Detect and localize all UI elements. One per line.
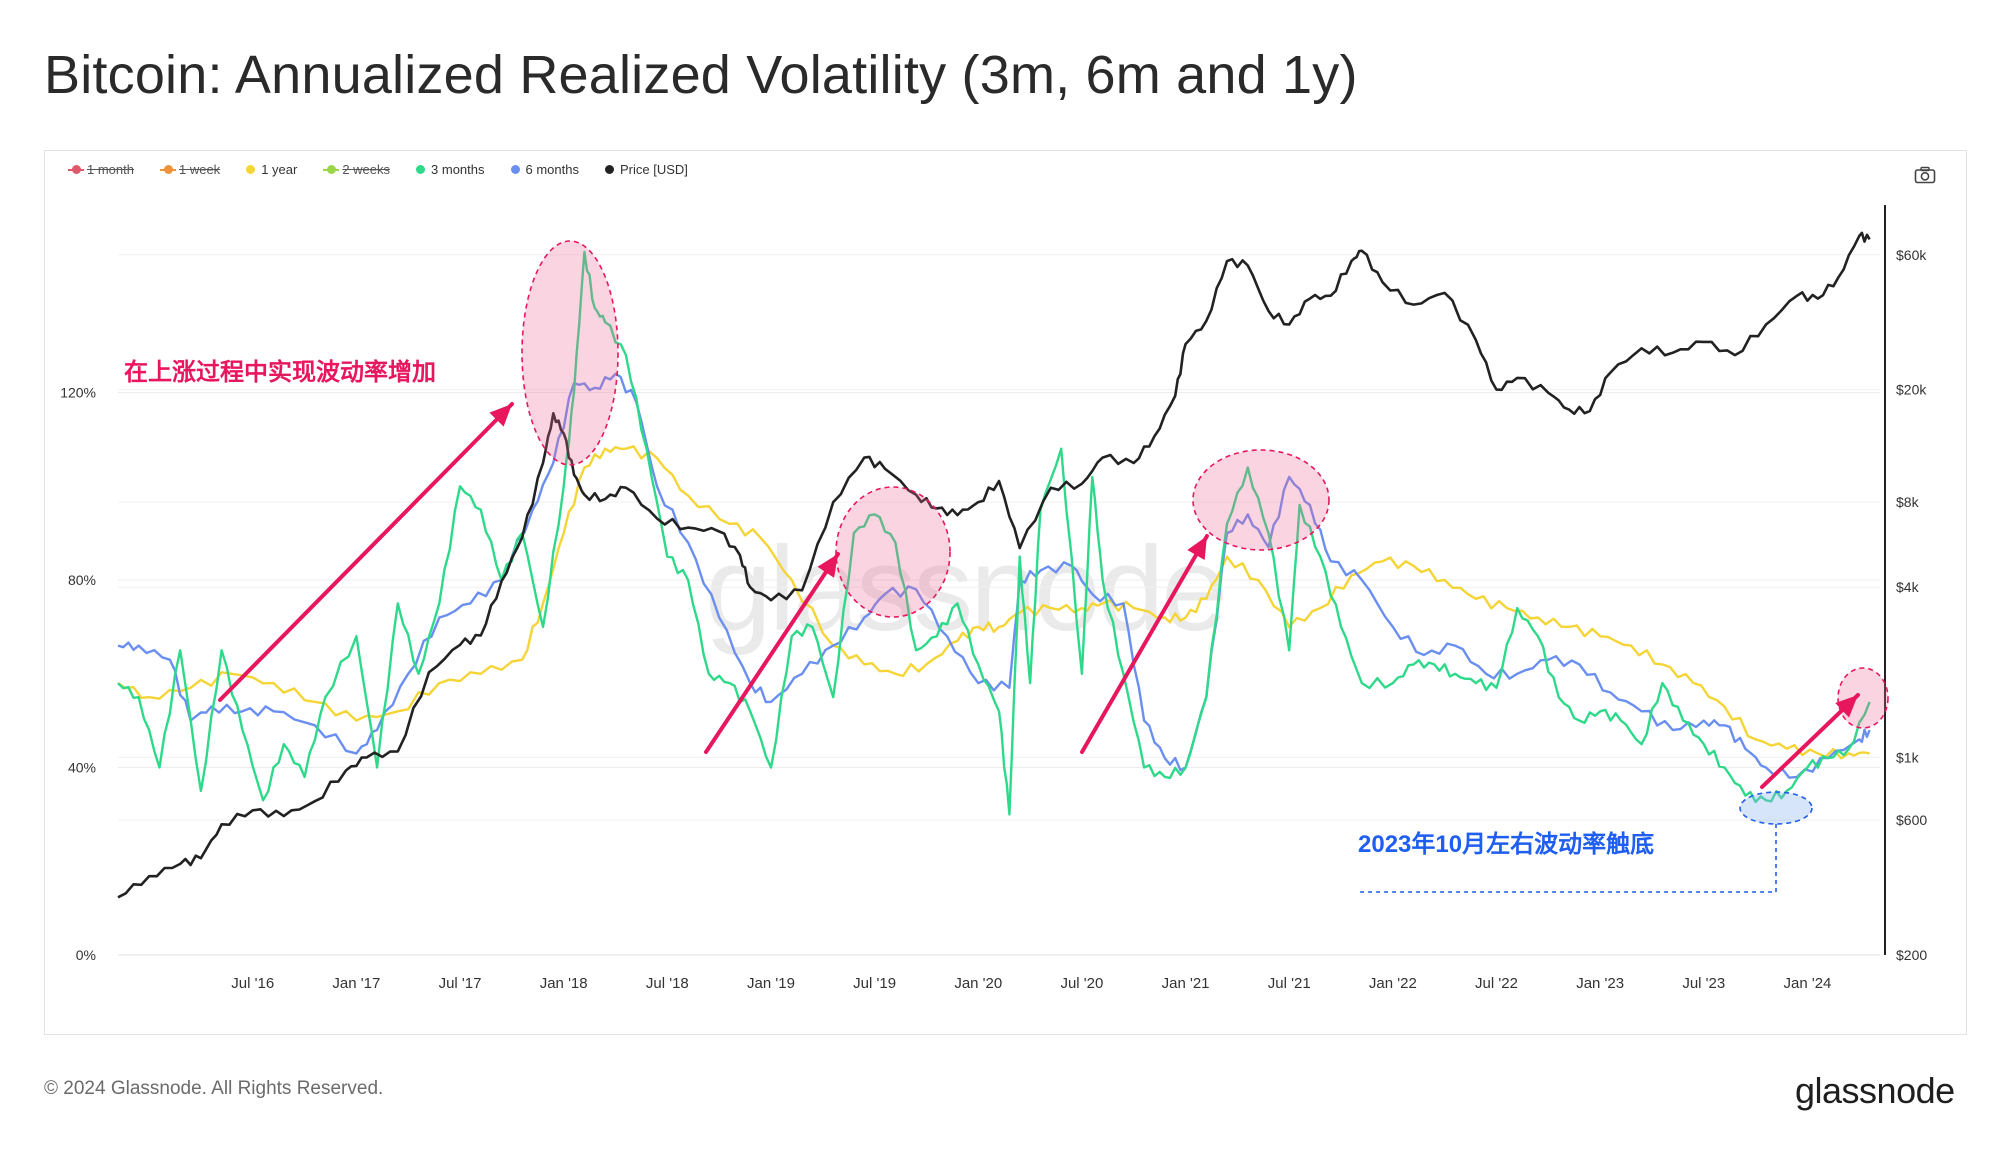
x-tick-label: Jul '21: [1268, 975, 1311, 992]
y-right-tick-label: $4k: [1896, 579, 1920, 595]
legend-item-6-months[interactable]: 6 months: [510, 162, 579, 177]
bottom-connector-line: [1358, 824, 1777, 893]
y-left-tick-label: 120%: [60, 385, 96, 401]
x-tick-label: Jan '23: [1576, 975, 1624, 992]
annotation-rising-volatility: 在上涨过程中实现波动率增加: [124, 359, 436, 386]
legend-item-1-week[interactable]: 1 week: [159, 162, 221, 177]
red-arrow-shaft: [704, 552, 840, 754]
highlight-ellipse: [1192, 449, 1330, 551]
legend-color-dot: [510, 165, 520, 174]
x-tick-label: Jan '21: [1162, 975, 1210, 992]
legend-label: 3 months: [431, 162, 485, 177]
annotation-volatility-bottom: 2023年10月左右波动率触底: [1358, 831, 1655, 858]
legend-strike-line: [68, 168, 84, 171]
legend-color-dot: [416, 165, 426, 174]
x-tick-label: Jul '22: [1475, 975, 1518, 992]
y-left-tick-label: 80%: [68, 572, 96, 588]
x-tick-label: Jul '18: [646, 975, 689, 992]
legend-color-dot: [605, 165, 614, 174]
legend-item-1-year[interactable]: 1 year: [246, 162, 297, 177]
highlight-ellipse: [835, 486, 951, 618]
legend-label: 1 week: [178, 162, 221, 177]
y-right-tick-label: $200: [1896, 947, 1927, 963]
y-left-tick-label: 0%: [76, 947, 96, 963]
copyright-text: © 2024 Glassnode. All Rights Reserved.: [44, 1078, 384, 1099]
red-arrow-shaft: [1080, 534, 1209, 754]
legend-strike-line: [159, 168, 176, 171]
x-tick-label: Jan '19: [747, 975, 795, 992]
chart-frame: [44, 150, 1967, 1035]
legend-item-1-month[interactable]: 1 month: [68, 162, 134, 177]
legend-item-3-months[interactable]: 3 months: [416, 162, 485, 177]
legend-label: 1 year: [261, 162, 298, 177]
red-arrow-head: [1835, 695, 1858, 718]
highlight-ellipse: [1837, 667, 1889, 729]
y-left-tick-label: 40%: [68, 760, 96, 776]
legend-strike-line: [323, 168, 340, 171]
watermark: glassnode: [705, 522, 1228, 656]
legend-label: 2 weeks: [342, 162, 391, 177]
legend-label: 1 month: [87, 162, 134, 177]
red-arrow-head: [489, 404, 512, 427]
bottom-highlight-ellipse: [1739, 791, 1813, 825]
series-line-3-months: [117, 250, 1871, 816]
legend-label: Price [USD]: [620, 162, 688, 177]
x-tick-label: Jan '24: [1783, 975, 1831, 992]
red-arrow-head: [1187, 536, 1207, 561]
chart-title: Bitcoin: Annualized Realized Volatility …: [44, 45, 1358, 105]
x-tick-label: Jan '18: [540, 975, 588, 992]
x-tick-label: Jul '17: [439, 975, 482, 992]
x-tick-label: Jan '17: [332, 975, 380, 992]
legend-item-2-weeks[interactable]: 2 weeks: [323, 162, 390, 177]
red-arrow-shaft: [218, 402, 514, 702]
x-tick-label: Jul '20: [1060, 975, 1103, 992]
y-right-tick-label: $60k: [1896, 247, 1927, 263]
y-right-tick-label: $20k: [1896, 382, 1927, 398]
x-tick-label: Jul '19: [853, 975, 896, 992]
x-tick-label: Jan '20: [954, 975, 1002, 992]
chart-legend: 1 month 1 week 1 year 2 weeks 3 months 6 mont…: [68, 162, 714, 177]
legend-label: 6 months: [525, 162, 579, 177]
y-right-tick-label: $600: [1896, 812, 1927, 828]
highlight-ellipse: [521, 240, 619, 466]
x-tick-label: Jul '23: [1682, 975, 1725, 992]
x-tick-label: Jan '22: [1369, 975, 1417, 992]
legend-item-price-usd[interactable]: Price [USD]: [605, 162, 688, 177]
camera-icon[interactable]: [1914, 166, 1936, 184]
y-right-tick-label: $8k: [1896, 494, 1920, 510]
series-line-price-usd: [117, 231, 1871, 899]
red-arrow-head: [817, 554, 838, 578]
y-right-tick-label: $1k: [1896, 749, 1920, 765]
legend-color-dot: [246, 165, 256, 174]
red-arrow-shaft: [1760, 693, 1860, 789]
brand-logo-text: glassnode: [1795, 1070, 1955, 1111]
x-tick-label: Jul '16: [231, 975, 274, 992]
